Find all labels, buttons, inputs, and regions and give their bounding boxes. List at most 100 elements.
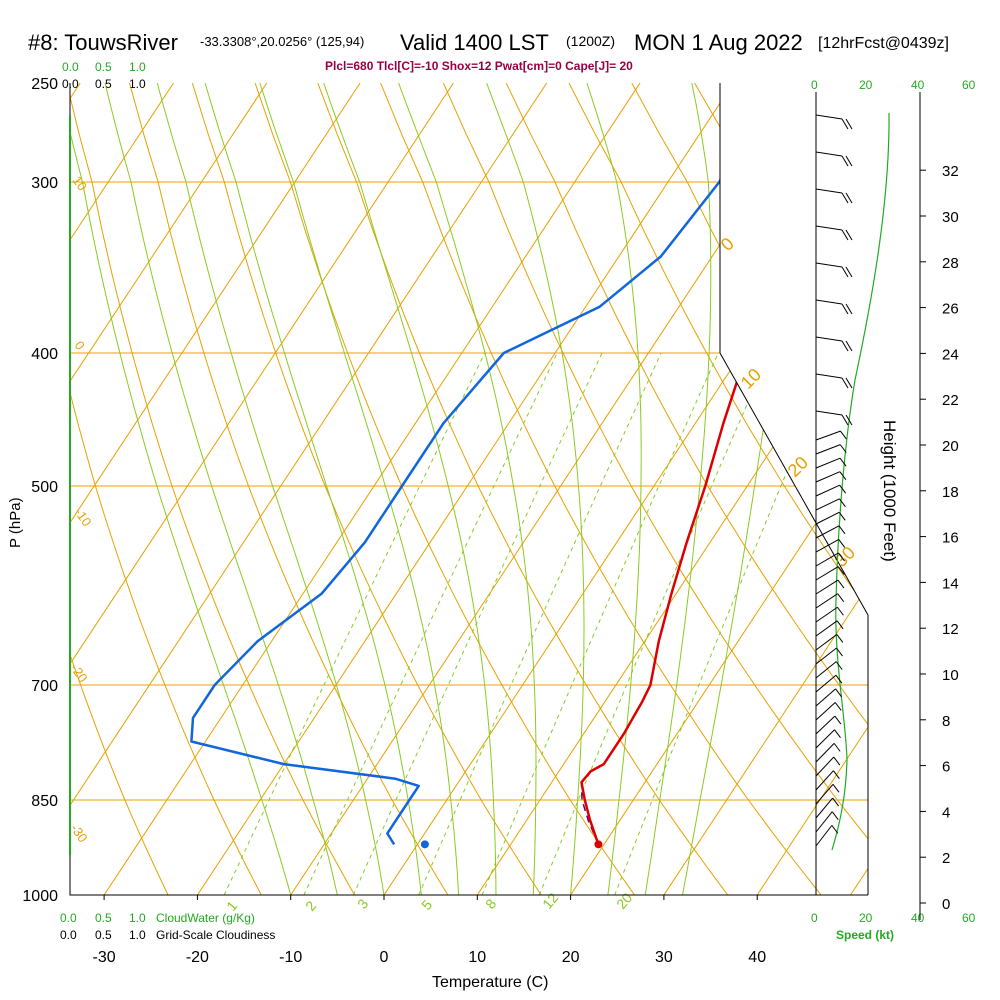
isotherm-line <box>70 83 548 895</box>
dry-adiabat <box>70 83 356 895</box>
wind-barb-flag <box>833 743 841 752</box>
dry-adiabat <box>568 83 868 895</box>
wind-barb-flag <box>837 606 844 616</box>
wind-barb-flag <box>845 118 853 130</box>
wind-barb <box>815 444 841 455</box>
height-tick-label: 8 <box>942 713 950 730</box>
speed-tick-top-0: 0 <box>811 78 818 92</box>
wind-barb-flag <box>834 715 842 725</box>
wind-barb <box>815 811 833 833</box>
wind-barb <box>815 225 843 231</box>
wind-barb <box>815 661 837 679</box>
wind-barb <box>815 620 838 637</box>
temperature-tick-label: 40 <box>748 949 766 966</box>
dry-adiabat-label: -10 <box>72 505 95 529</box>
wind-barb-flag <box>839 471 847 480</box>
isotherm-line <box>103 83 641 895</box>
wind-barb <box>815 715 836 735</box>
height-tick-label: 18 <box>942 484 959 501</box>
height-tick-label: 14 <box>942 575 959 592</box>
temperature-tick-label: -20 <box>186 949 209 966</box>
height-tick-label: 6 <box>942 759 950 776</box>
height-axis-title: Height (1000 Feet) <box>880 420 899 562</box>
wind-barb <box>815 471 841 483</box>
moist-adiabat <box>70 83 292 895</box>
wind-barb <box>815 498 840 511</box>
isotherm-line <box>756 83 868 895</box>
wind-barb-flag <box>832 770 840 779</box>
wind-barb-flag <box>841 303 849 315</box>
mixing-ratio-label: 8 <box>482 896 499 912</box>
plot-frame-diagonal <box>719 352 869 616</box>
isotherm-line <box>383 83 868 895</box>
wind-barb-flag <box>834 702 842 711</box>
mixing-ratio-line <box>352 352 603 895</box>
pressure-tick-label: 700 <box>31 678 58 695</box>
cloud-tick-bottom-0: 0.0 <box>60 911 77 925</box>
wind-barb <box>815 410 843 416</box>
pressure-tick-label: 1000 <box>22 888 58 905</box>
mixing-ratio-label: 3 <box>354 896 371 912</box>
cloudiness-tick-top-2: 1.0 <box>129 77 146 91</box>
cloudiness-tick-top-1: 0.5 <box>95 77 112 91</box>
speed-title: Speed (kt) <box>836 928 894 942</box>
wind-barb-flag <box>834 729 841 739</box>
height-tick-label: 4 <box>942 804 950 821</box>
mixing-ratio-line <box>614 352 838 895</box>
height-tick-label: 26 <box>942 301 959 318</box>
wind-barb <box>815 729 835 749</box>
wind-speed-curve <box>831 112 890 851</box>
mixing-ratio-label: 12 <box>539 890 561 912</box>
height-tick-label: 24 <box>942 346 959 363</box>
wind-barb <box>815 188 843 194</box>
isotherm-line <box>850 83 868 895</box>
dry-adiabat <box>129 83 449 895</box>
wind-barb <box>815 674 837 693</box>
wind-barb <box>815 552 839 567</box>
mixing-ratio-label: 2 <box>302 898 319 914</box>
station-title: #8: TouwsRiver <box>28 30 178 55</box>
wind-barb <box>815 756 835 777</box>
wind-barb <box>815 336 843 342</box>
speed-tick-bottom-60: 60 <box>962 911 976 925</box>
dry-adiabat-label: 0 <box>72 338 88 353</box>
wind-barb-flag <box>839 457 847 467</box>
wind-barb <box>815 797 834 819</box>
wind-barb-flag <box>845 192 853 204</box>
cloudwater-title: CloudWater (g/Kg) <box>156 911 255 925</box>
surface-dewpoint-marker <box>420 840 429 849</box>
moist-adiabat <box>259 83 460 895</box>
speed-tick-top-60: 60 <box>962 78 976 92</box>
wind-barb-flag <box>839 498 846 508</box>
wind-barb <box>815 770 834 791</box>
temperature-tick-label: 20 <box>562 949 580 966</box>
surface-temperature-marker <box>594 840 603 849</box>
dry-adiabat <box>70 83 169 895</box>
valid-date: MON 1 Aug 2022 <box>634 30 803 55</box>
wind-barb-flag <box>833 756 841 766</box>
height-tick-label: 12 <box>942 621 959 638</box>
dry-adiabat <box>380 83 822 895</box>
moist-adiabat <box>486 83 585 895</box>
mixing-ratio-line <box>303 352 558 895</box>
wind-barb-flag <box>838 512 846 521</box>
height-tick-label: 28 <box>942 255 959 272</box>
cloudiness-tick-top-0: 0.0 <box>62 77 79 91</box>
wind-barb-flag <box>841 229 849 241</box>
wind-barb-flag <box>831 825 839 834</box>
moist-adiabat <box>204 83 422 895</box>
cloud-legend-bottom: 0.0 0.5 1.0 CloudWater (g/Kg) 0.0 0.5 1.… <box>60 911 275 942</box>
wind-barb <box>815 151 843 157</box>
wind-barb-flag <box>841 155 849 167</box>
wind-barb-flag <box>838 525 846 535</box>
wind-barb-flag <box>845 266 853 278</box>
wind-barb-flag <box>841 192 849 204</box>
dry-adiabat-label: -30 <box>68 821 91 845</box>
isotherm-label: 20 <box>784 453 812 481</box>
wind-barb <box>815 538 839 553</box>
wind-barb-flag <box>836 634 844 643</box>
wind-barb-flag <box>838 552 845 562</box>
wind-barb-flag <box>837 566 845 575</box>
wind-barb <box>815 373 843 379</box>
cloud-tick-top-2: 1.0 <box>129 60 146 74</box>
